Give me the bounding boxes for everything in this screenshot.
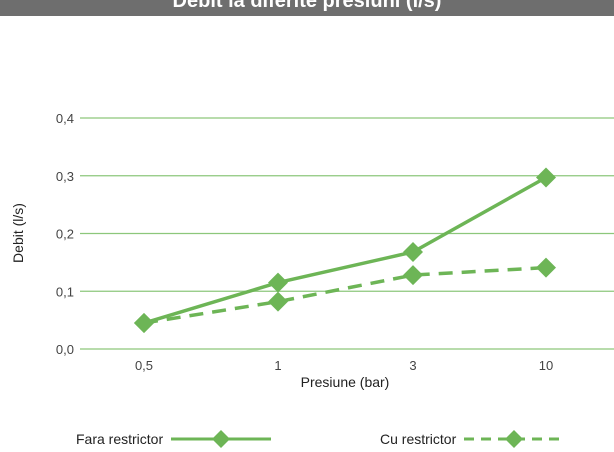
series-line-1 — [143, 265, 547, 325]
y-axis-label: Debit (l/s) — [10, 203, 26, 263]
data-point-marker — [134, 313, 154, 334]
x-tick-label: 10 — [539, 358, 553, 373]
y-tick-label: 0,4 — [56, 111, 74, 126]
y-tick-label: 0,2 — [56, 227, 74, 242]
legend-entry-cu-restrictor: Cu restrictor — [380, 428, 566, 450]
series-markers — [134, 167, 556, 334]
y-tick-label: 0,0 — [56, 342, 74, 357]
legend-entry-fara-restrictor: Fara restrictor — [76, 428, 273, 450]
y-tick-label: 0,1 — [56, 284, 74, 299]
gridlines — [80, 117, 614, 350]
legend-label-cu-restrictor: Cu restrictor — [380, 431, 457, 447]
data-point-marker — [268, 291, 288, 312]
data-point-marker — [268, 272, 288, 293]
x-tick-label: 3 — [409, 358, 416, 373]
x-axis-label: Presiune (bar) — [301, 374, 390, 390]
legend-swatch-solid-diamond — [171, 430, 272, 448]
top-banner: Debit la diferite presiuni (l/s) — [0, 0, 614, 16]
data-point-marker — [536, 167, 556, 188]
x-tick-label: 1 — [274, 358, 281, 373]
series-line-0 — [143, 175, 547, 325]
legend-label-fara-restrictor: Fara restrictor — [76, 431, 164, 447]
banner-title: Debit la diferite presiuni (l/s) — [172, 0, 442, 12]
series-lines — [143, 175, 547, 325]
x-tick-label: 0,5 — [135, 358, 153, 373]
legend-swatch-dashed-diamond — [464, 430, 565, 448]
y-tick-labels: 0,0 0,1 0,2 0,3 0,4 — [56, 111, 74, 357]
data-point-marker — [403, 265, 423, 286]
data-point-marker — [403, 241, 423, 262]
x-tick-labels: 0,5 1 3 10 — [135, 358, 553, 373]
data-point-marker — [536, 257, 556, 278]
y-tick-label: 0,3 — [56, 169, 74, 184]
